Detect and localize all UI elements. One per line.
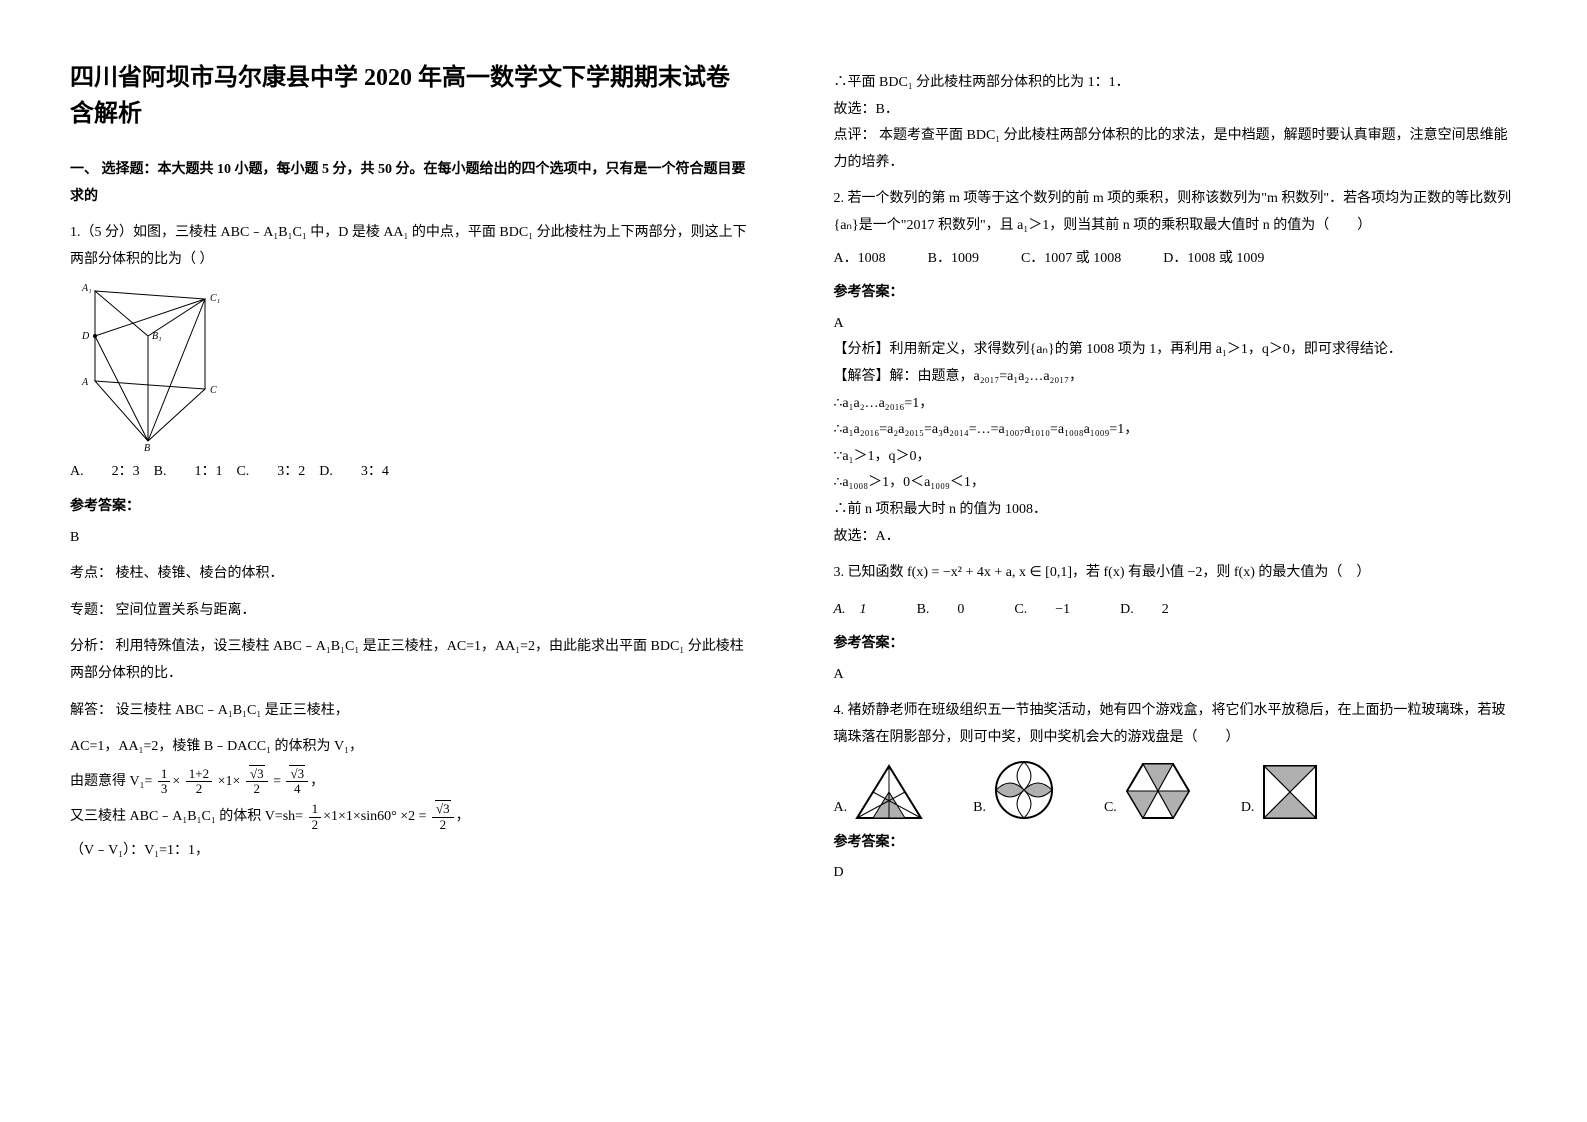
- q1-kdian: 考点： 棱柱、棱锥、棱台的体积．: [70, 561, 754, 588]
- q1-dp-text: 本题考查平面 BDC₁ 分此棱柱两部分体积的比的求法，是中档题，解题时要认真审题…: [834, 128, 1508, 170]
- question-1: 1.（5 分）如图，三棱柱 ABC﹣A₁B₁C₁ 中，D 是棱 AA₁ 的中点，…: [70, 220, 754, 864]
- q4-answer-label: 参考答案：: [834, 830, 1518, 857]
- q4-stem: 4. 褚娇静老师在班级组织五一节抽奖活动，她有四个游戏盒，将它们水平放稳后，在上…: [834, 698, 1518, 751]
- q2-answer-label: 参考答案：: [834, 280, 1518, 307]
- q1-jieda: 解答： 设三棱柱 ABC﹣A₁B₁C₁ 是正三棱柱，: [70, 698, 754, 725]
- q2-j7: 故选：A．: [834, 524, 1518, 551]
- q3-stem: 3. 已知函数 f(x) = −x² + 4x + a, x ∈ [0,1]，若…: [834, 560, 1518, 587]
- q1-zhuanti-text: 空间位置关系与距离．: [116, 603, 256, 618]
- q1-zhuanti: 专题： 空间位置关系与距离．: [70, 598, 754, 625]
- right-column: ∴平面 BDC₁ 分此棱柱两部分体积的比为 1：1． 故选：B． 点评： 本题考…: [794, 0, 1587, 1122]
- triangle-icon: [853, 762, 925, 822]
- svg-text:C: C: [210, 385, 217, 396]
- q1-cont-1: ∴平面 BDC₁ 分此棱柱两部分体积的比为 1：1．: [834, 70, 1518, 97]
- q2-j1: 【解答】解：由题意，a₂₀₁₇=a₁a₂…a₂₀₁₇，: [834, 364, 1518, 391]
- q1-answer-label: 参考答案：: [70, 494, 754, 521]
- frac-r3-2b: √32: [432, 802, 454, 832]
- q1-answer: B: [70, 525, 754, 552]
- q3-answer: A: [834, 662, 1518, 689]
- q4-label-a: A.: [834, 795, 848, 822]
- q2-j3: ∴a₁a₂₀₁₆=a₂a₂₀₁₅=a₃a₂₀₁₄=…=a₁₀₀₇a₁₀₁₀=a₁…: [834, 417, 1518, 444]
- q3-opt-d: D. 2: [1120, 597, 1169, 624]
- q4-answer: D: [834, 860, 1518, 887]
- q3-opt-c: C. −1: [1014, 597, 1070, 624]
- square-bowtie-icon: [1260, 762, 1320, 822]
- q1-fenxi-label: 分析：: [70, 639, 112, 654]
- q3-options: A. 1 B. 0 C. −1 D. 2: [834, 597, 1518, 624]
- q1-cont: ∴平面 BDC₁ 分此棱柱两部分体积的比为 1：1． 故选：B． 点评： 本题考…: [834, 70, 1518, 176]
- question-4: 4. 褚娇静老师在班级组织五一节抽奖活动，她有四个游戏盒，将它们水平放稳后，在上…: [834, 698, 1518, 886]
- q2-j6: ∴前 n 项积最大时 n 的值为 1008．: [834, 497, 1518, 524]
- question-3: 3. 已知函数 f(x) = −x² + 4x + a, x ∈ [0,1]，若…: [834, 560, 1518, 688]
- q2-j4: ∵a₁＞1，q＞0，: [834, 444, 1518, 471]
- q1-cont-2: 故选：B．: [834, 97, 1518, 124]
- section-1-head: 一、 选择题：本大题共 10 小题，每小题 5 分，共 50 分。在每小题给出的…: [70, 157, 754, 210]
- frac-1-2: 12: [309, 802, 322, 832]
- q1-v-formula: 又三棱柱 ABC﹣A₁B₁C₁ 的体积 V=sh= 12×1×1×sin60° …: [70, 802, 754, 832]
- q4-label-b: B.: [973, 795, 986, 822]
- q1-kdian-text: 棱柱、棱锥、棱台的体积．: [116, 566, 284, 581]
- q3-opt-a: A. 1: [834, 597, 867, 624]
- hexagon-icon: [1123, 760, 1193, 822]
- q2-answer: A: [834, 311, 1518, 338]
- q1-jieda-label: 解答：: [70, 703, 112, 718]
- q4-shape-c: C.: [1104, 760, 1193, 822]
- q4-shape-d: D.: [1241, 762, 1321, 822]
- q2-j2: ∴a₁a₂…a₂₀₁₆=1，: [834, 391, 1518, 418]
- page-title: 四川省阿坝市马尔康县中学 2020 年高一数学文下学期期末试卷含解析: [70, 60, 754, 132]
- frac-r3-4: √34: [286, 767, 308, 797]
- q3-opt-b: B. 0: [917, 597, 965, 624]
- frac-1-3: 13: [158, 767, 171, 797]
- q2-options: A．1008 B．1009 C．1007 或 1008 D．1008 或 100…: [834, 246, 1518, 273]
- q2-fenxi: 【分析】利用新定义，求得数列{aₙ}的第 1008 项为 1，再利用 a₁＞1，…: [834, 337, 1518, 364]
- svg-text:D: D: [81, 331, 90, 342]
- q1-dp-label: 点评：: [834, 128, 876, 143]
- q4-shape-a: A.: [834, 762, 926, 822]
- q1-kdian-label: 考点：: [70, 566, 112, 581]
- q1-zhuanti-label: 专题：: [70, 603, 112, 618]
- left-column: 四川省阿坝市马尔康县中学 2020 年高一数学文下学期期末试卷含解析 一、 选择…: [0, 0, 794, 1122]
- q1-line-ac: AC=1，AA₁=2，棱锥 B﹣DACC₁ 的体积为 V₁，: [70, 734, 754, 761]
- question-2: 2. 若一个数列的第 m 项等于这个数列的前 m 项的乘积，则称该数列为"m 积…: [834, 186, 1518, 550]
- svg-text:B: B: [144, 443, 150, 451]
- q1-fenxi: 分析： 利用特殊值法，设三棱柱 ABC﹣A₁B₁C₁ 是正三棱柱，AC=1，AA…: [70, 634, 754, 687]
- svg-text:C₁: C₁: [210, 293, 220, 304]
- q1-v-prefix: 又三棱柱 ABC﹣A₁B₁C₁ 的体积 V=sh=: [70, 809, 303, 824]
- q1-ratio: （V﹣V₁）：V₁=1：1，: [70, 838, 754, 865]
- q1-figure: A₁ C₁ B₁ D A C B: [70, 281, 240, 451]
- q1-v1-prefix: 由题意得 V₁=: [70, 774, 152, 789]
- svg-text:A: A: [81, 377, 89, 388]
- q1-fenxi-text: 利用特殊值法，设三棱柱 ABC﹣A₁B₁C₁ 是正三棱柱，AC=1，AA₁=2，…: [70, 639, 744, 681]
- frac-1p2-2: 1+22: [186, 767, 212, 797]
- circle-2petal-icon: [992, 758, 1056, 822]
- svg-text:A₁: A₁: [81, 283, 92, 294]
- q1-v1-formula: 由题意得 V₁= 13× 1+22 ×1× √32 = √34，: [70, 767, 754, 797]
- q4-shape-b: B.: [973, 758, 1056, 822]
- q1-options: A. 2：3 B. 1：1 C. 3：2 D. 3：4: [70, 459, 754, 486]
- q1-dianping: 点评： 本题考查平面 BDC₁ 分此棱柱两部分体积的比的求法，是中档题，解题时要…: [834, 123, 1518, 176]
- q1-stem: 1.（5 分）如图，三棱柱 ABC﹣A₁B₁C₁ 中，D 是棱 AA₁ 的中点，…: [70, 220, 754, 273]
- q4-shapes: A. B.: [834, 758, 1518, 822]
- svg-text:B₁: B₁: [152, 331, 162, 342]
- q3-answer-label: 参考答案：: [834, 631, 1518, 658]
- frac-r3-2a: √32: [246, 767, 268, 797]
- q1-jieda-text: 设三棱柱 ABC﹣A₁B₁C₁ 是正三棱柱，: [116, 703, 349, 718]
- q2-j5: ∴a₁₀₀₈＞1，0＜a₁₀₀₉＜1，: [834, 470, 1518, 497]
- q4-label-d: D.: [1241, 795, 1255, 822]
- q2-stem: 2. 若一个数列的第 m 项等于这个数列的前 m 项的乘积，则称该数列为"m 积…: [834, 186, 1518, 239]
- q4-label-c: C.: [1104, 795, 1117, 822]
